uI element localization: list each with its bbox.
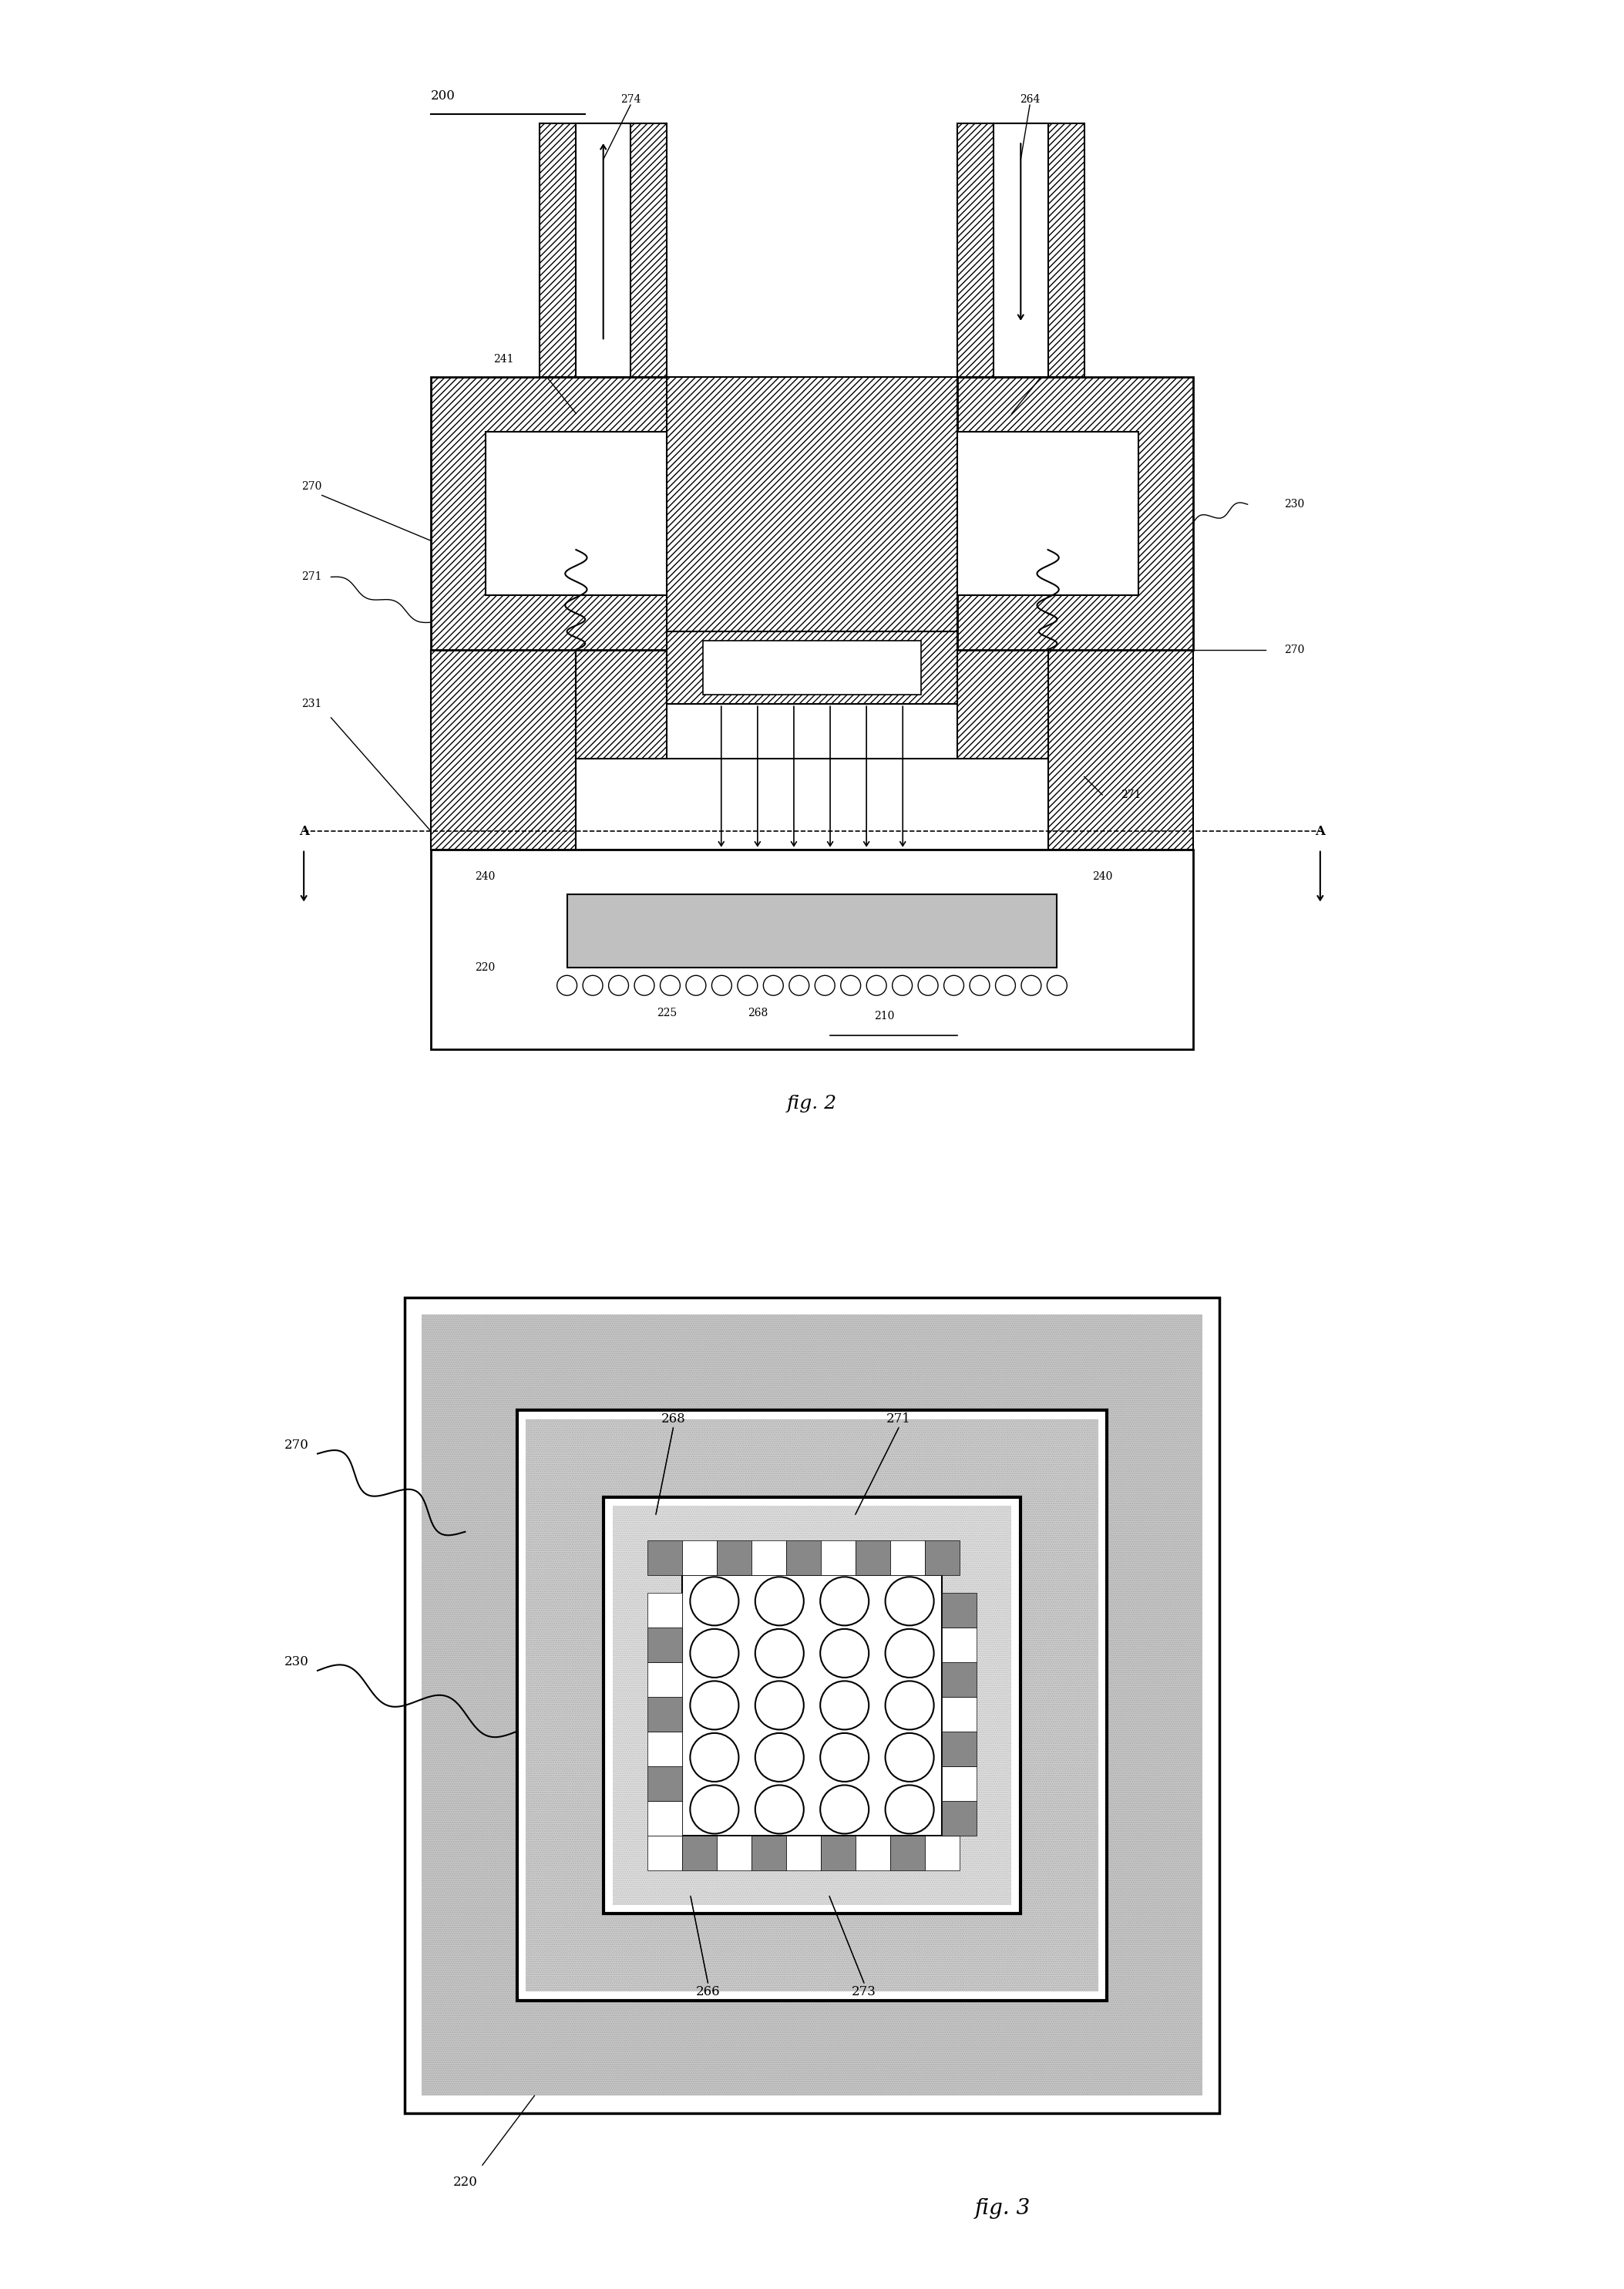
Bar [856, 1540, 890, 1575]
Text: 268: 268 [661, 1412, 685, 1426]
Bar [716, 1836, 752, 1870]
Text: 274: 274 [620, 94, 641, 105]
Bar [994, 124, 1047, 378]
Text: fig. 2: fig. 2 [788, 1094, 836, 1112]
Text: 270: 270 [1285, 643, 1304, 655]
Text: 220: 220 [476, 961, 495, 973]
Bar [612, 1506, 1012, 1904]
Bar [942, 1730, 976, 1767]
Text: 210: 210 [874, 1012, 895, 1021]
Bar [890, 1836, 924, 1870]
Text: A: A [299, 824, 309, 838]
Bar [957, 124, 1085, 378]
Bar [942, 1767, 976, 1801]
Bar [648, 1540, 682, 1575]
Text: 266: 266 [721, 662, 742, 673]
Bar [539, 124, 667, 378]
Bar [648, 1801, 682, 1836]
Bar [820, 1540, 856, 1575]
Bar [942, 1627, 976, 1662]
Text: 230: 230 [284, 1655, 309, 1669]
Text: 231: 231 [302, 698, 322, 710]
Text: A: A [1315, 824, 1325, 838]
Bar [752, 1836, 786, 1870]
Text: 264: 264 [1020, 94, 1039, 105]
Bar [648, 1662, 682, 1696]
Text: 241: 241 [1056, 355, 1077, 364]
Bar [486, 433, 667, 595]
Text: 271: 271 [1121, 790, 1142, 801]
Bar [577, 632, 667, 758]
Text: 230: 230 [1285, 499, 1304, 510]
Bar [648, 1836, 682, 1870]
Text: 262: 262 [830, 662, 851, 673]
Text: 271: 271 [887, 1412, 911, 1426]
Bar [648, 1593, 682, 1627]
Text: 240: 240 [1093, 872, 1112, 881]
Bar [786, 1836, 820, 1870]
Text: 273: 273 [851, 1985, 877, 1998]
Bar [786, 1540, 820, 1575]
Text: 225: 225 [656, 1007, 677, 1019]
Bar [577, 124, 630, 378]
Bar [924, 1836, 960, 1870]
Bar [752, 1540, 786, 1575]
Bar [942, 1593, 976, 1627]
Bar [682, 1575, 942, 1836]
Bar [648, 1696, 682, 1730]
Bar [604, 1497, 1020, 1914]
Text: 271: 271 [302, 572, 322, 581]
Bar [648, 1627, 682, 1662]
Bar [577, 758, 1047, 849]
Bar [667, 632, 957, 705]
Bar [430, 849, 1194, 1048]
Bar [648, 1767, 682, 1801]
Bar [612, 1506, 1012, 1904]
Bar [890, 1540, 924, 1575]
Bar [942, 1696, 976, 1730]
Bar [856, 1836, 890, 1870]
Bar [942, 1662, 976, 1696]
Bar [526, 1419, 1098, 1991]
Text: 266: 266 [695, 1985, 719, 1998]
Bar [924, 1540, 960, 1575]
Bar [820, 1836, 856, 1870]
Bar [430, 378, 667, 650]
Bar [422, 1314, 1202, 2097]
Text: 240: 240 [476, 872, 495, 881]
Bar [942, 1801, 976, 1836]
Bar [716, 1540, 752, 1575]
Text: 272: 272 [739, 426, 760, 437]
Bar [526, 1419, 1098, 1991]
Bar [957, 433, 1138, 595]
Text: 270: 270 [284, 1437, 309, 1451]
Text: fig. 3: fig. 3 [974, 2197, 1031, 2218]
Bar [682, 1836, 716, 1870]
Text: 270: 270 [302, 481, 322, 492]
Bar [1047, 650, 1194, 849]
Bar [430, 650, 577, 849]
Bar [957, 632, 1047, 758]
Text: 241: 241 [494, 355, 513, 364]
Bar [648, 1730, 682, 1767]
Bar [567, 895, 1057, 968]
Bar [422, 1314, 1202, 2097]
Text: 260: 260 [903, 426, 922, 437]
Bar [957, 378, 1194, 650]
Bar [516, 1410, 1108, 2001]
Bar [703, 641, 921, 696]
Bar [404, 1298, 1220, 2113]
Bar [682, 1540, 716, 1575]
Text: 268: 268 [747, 1007, 768, 1019]
Bar [667, 378, 957, 632]
Text: 220: 220 [453, 2177, 477, 2188]
Text: 200: 200 [430, 89, 455, 103]
